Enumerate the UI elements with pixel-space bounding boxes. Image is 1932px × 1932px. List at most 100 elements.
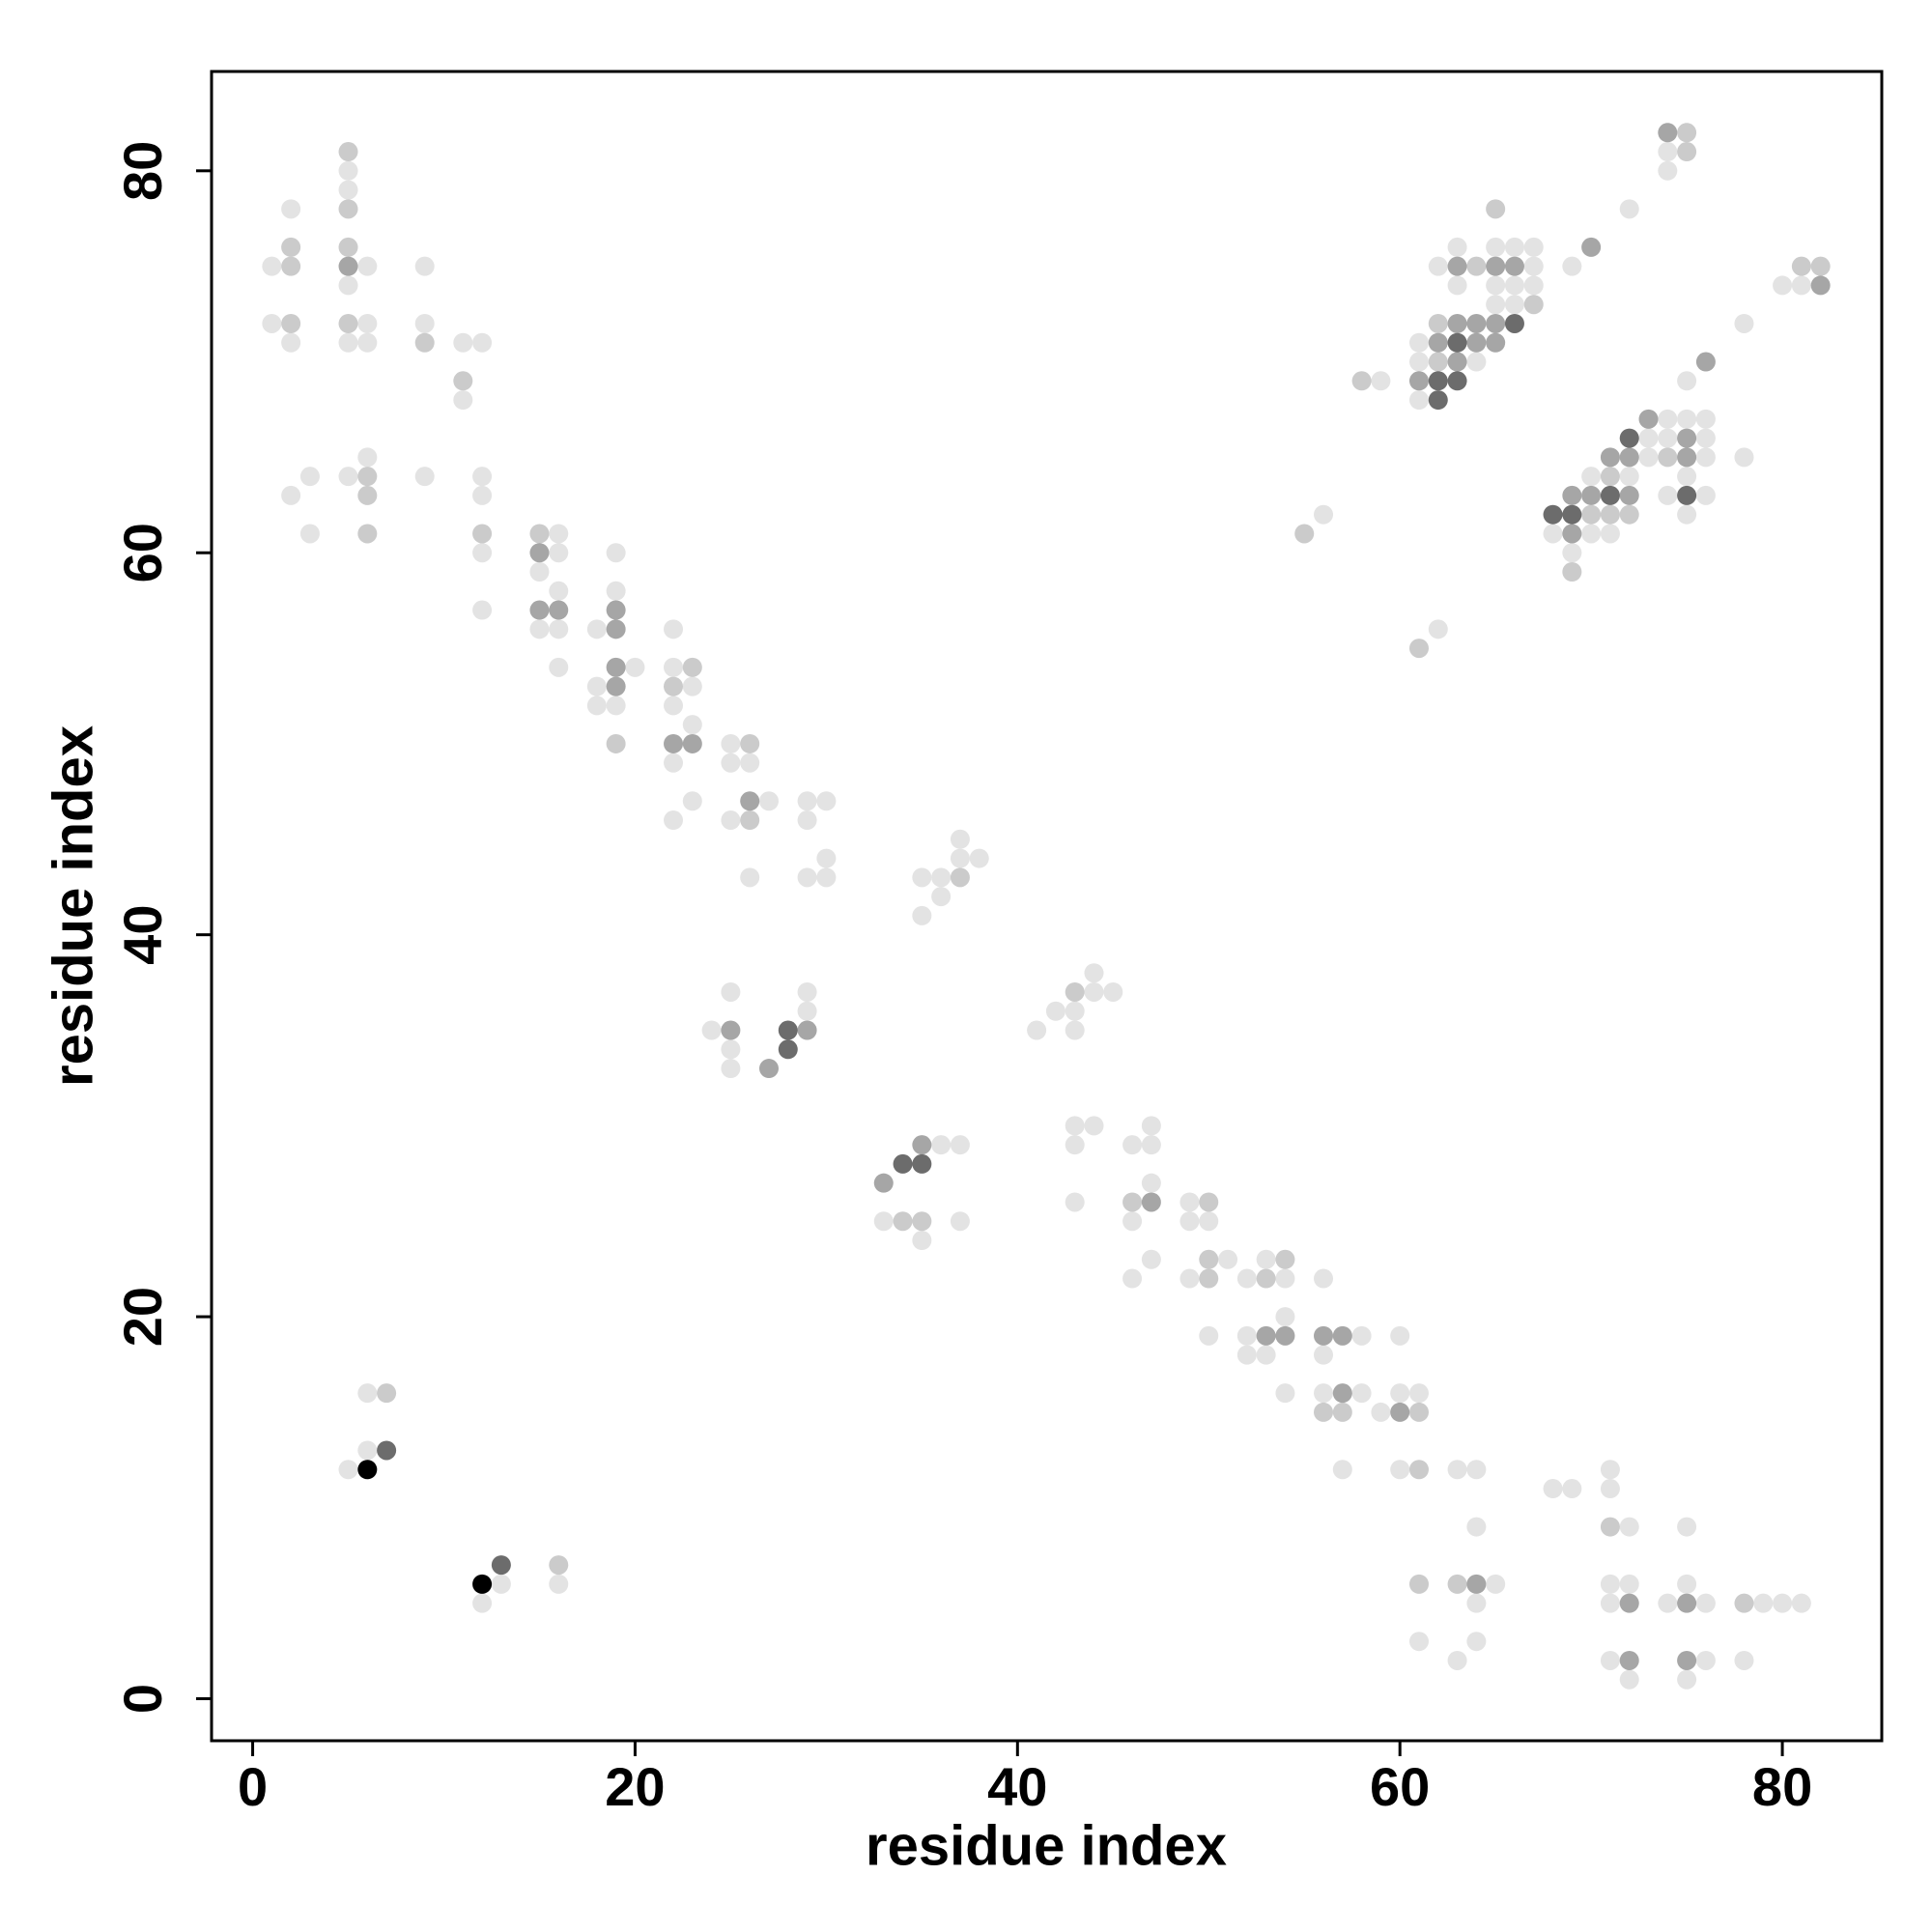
contact-point <box>1314 504 1334 525</box>
contact-point <box>1695 1593 1716 1613</box>
contact-point <box>1236 1325 1257 1346</box>
contact-point <box>1619 428 1639 448</box>
contact-point <box>701 1020 722 1040</box>
contact-point <box>1314 1325 1334 1346</box>
contact-point <box>1486 275 1506 296</box>
contact-point <box>664 753 684 773</box>
contact-point <box>549 657 569 677</box>
contact-point <box>1275 1383 1295 1404</box>
contact-point <box>1677 1650 1697 1670</box>
x-axis-title: residue index <box>866 1814 1227 1877</box>
contact-point <box>606 676 626 696</box>
contact-point <box>1332 1325 1352 1346</box>
contact-point <box>740 753 760 773</box>
contact-point <box>1408 639 1429 659</box>
contact-point <box>1390 1460 1410 1480</box>
contact-point <box>1275 1307 1295 1327</box>
contact-point <box>472 332 493 353</box>
contact-point <box>1447 237 1467 257</box>
contact-point <box>1199 1268 1219 1289</box>
x-tick-label: 40 <box>987 1756 1047 1817</box>
contact-point <box>1371 371 1391 391</box>
contact-point <box>1065 1001 1085 1021</box>
contact-point <box>491 1574 511 1594</box>
contact-point <box>1084 1116 1104 1136</box>
y-tick-label: 60 <box>112 523 173 582</box>
contact-point <box>414 313 435 333</box>
contact-point <box>357 1460 378 1480</box>
contact-point <box>357 485 378 505</box>
contact-point <box>664 696 684 716</box>
contact-point <box>1428 256 1448 276</box>
contact-point <box>1619 1517 1639 1537</box>
contact-point <box>1773 275 1793 296</box>
contact-point <box>1677 447 1697 468</box>
contact-point <box>758 1059 779 1079</box>
contact-point <box>1390 1325 1410 1346</box>
contact-point <box>1408 371 1429 391</box>
contact-point <box>1065 1116 1085 1136</box>
contact-point <box>1256 1345 1276 1365</box>
contact-point <box>912 867 932 888</box>
contact-point <box>682 733 702 753</box>
contact-point <box>1734 447 1754 468</box>
contact-point <box>1199 1211 1219 1232</box>
contact-point <box>1658 447 1678 468</box>
contact-point <box>931 1135 952 1155</box>
contact-point <box>529 524 550 544</box>
y-tick-label: 40 <box>112 905 173 965</box>
contact-point <box>1179 1192 1200 1212</box>
contact-point <box>1486 1574 1506 1594</box>
contact-point <box>357 332 378 353</box>
contact-point <box>529 600 550 620</box>
contact-point <box>1236 1345 1257 1365</box>
contact-point <box>472 1574 493 1594</box>
contact-point <box>682 791 702 811</box>
contact-point <box>357 313 378 333</box>
contact-point <box>1734 1650 1754 1670</box>
contact-point <box>1466 313 1487 333</box>
contact-point <box>1695 428 1716 448</box>
contact-point <box>721 810 741 831</box>
contact-point <box>1810 256 1831 276</box>
contact-point <box>1600 1650 1620 1670</box>
contact-point <box>472 600 493 620</box>
contact-point <box>1065 1192 1085 1212</box>
contact-point <box>1677 1593 1697 1613</box>
contact-point <box>1658 123 1678 143</box>
contact-point <box>1084 963 1104 983</box>
contact-point <box>1619 467 1639 487</box>
contact-point <box>1256 1249 1276 1269</box>
contact-point <box>1543 504 1563 525</box>
contact-point <box>740 733 760 753</box>
contact-point <box>338 467 358 487</box>
contact-point <box>1677 1517 1697 1537</box>
contact-point <box>816 867 837 888</box>
contact-point <box>797 1001 817 1021</box>
contact-point <box>1543 524 1563 544</box>
contact-point <box>1428 371 1448 391</box>
contact-point <box>1504 275 1524 296</box>
contact-point <box>1504 237 1524 257</box>
contact-point <box>950 1135 970 1155</box>
contact-point <box>873 1173 894 1193</box>
contact-point <box>338 199 358 219</box>
contact-point <box>1408 1383 1429 1404</box>
contact-point <box>1562 504 1582 525</box>
contact-point <box>1677 123 1697 143</box>
contact-point <box>1428 390 1448 411</box>
contact-point <box>549 581 569 601</box>
contact-point <box>893 1211 913 1232</box>
contact-point <box>816 848 837 868</box>
contact-point <box>912 1230 932 1250</box>
contact-point <box>1581 237 1602 257</box>
contact-point <box>1523 295 1544 315</box>
contact-point <box>1466 1460 1487 1480</box>
contact-point <box>797 791 817 811</box>
contact-point <box>1562 1479 1582 1499</box>
contact-point <box>262 313 282 333</box>
contact-point <box>969 848 989 868</box>
x-tick-label: 60 <box>1370 1756 1430 1817</box>
contact-point <box>281 332 301 353</box>
contact-point <box>797 981 817 1002</box>
